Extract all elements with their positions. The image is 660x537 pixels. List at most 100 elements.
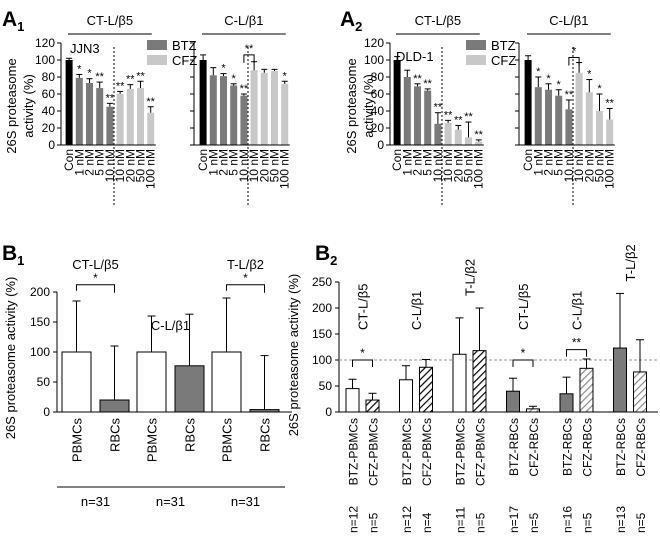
b2-x-tick-label: BTZ-RBCs bbox=[614, 418, 628, 476]
b2-bar-cfz-pbmcs-1 bbox=[365, 399, 380, 413]
b1-y-tick-label: 200 bbox=[30, 285, 50, 299]
b1-n-label: n=31 bbox=[231, 494, 260, 509]
a1-sig-label: ** bbox=[240, 83, 249, 95]
a2-bar-ct-l-5-10-nm bbox=[434, 123, 442, 145]
a1-bar-ct-l-5-con bbox=[65, 60, 73, 145]
a1-bar-c-l-1-5-nm bbox=[230, 85, 238, 145]
a2-y-tick-label: 0 bbox=[377, 138, 384, 152]
a1-y-tick-label: 0 bbox=[48, 138, 55, 152]
b2-n-label: n=5 bbox=[581, 512, 595, 533]
b2-n-label: n=5 bbox=[474, 512, 488, 533]
b2-x-tick-label: BTZ-PBMCs bbox=[347, 418, 361, 485]
a1-bar-c-l-1-1-nm bbox=[209, 75, 217, 145]
b2-ylabel: 26S proteasome activity (%) bbox=[286, 274, 301, 437]
a1-bar-ct-l-5-100-nm bbox=[147, 112, 155, 145]
a1-legend-btz-swatch bbox=[147, 40, 167, 50]
a1-y-tick-label: 60 bbox=[42, 87, 56, 101]
a2-x-tick-label: 50 nM bbox=[593, 149, 607, 182]
a1-x-tick-label: 5 nM bbox=[227, 149, 241, 176]
a1-x-tick-label: 10 nM bbox=[247, 149, 261, 182]
a1-bar-c-l-1-10-nm bbox=[250, 70, 258, 145]
a2-bar-c-l-1-2-nm bbox=[545, 89, 552, 145]
a2-x-tick-label: 1 nM bbox=[400, 149, 414, 176]
b2-n-label: n=16 bbox=[561, 506, 575, 533]
a2-bar-ct-l-5-5-nm bbox=[424, 90, 432, 145]
b2-bracket-label: * bbox=[360, 346, 365, 360]
b2-n-label: n=5 bbox=[367, 512, 381, 533]
a2-bar-ct-l-5-con bbox=[393, 60, 401, 145]
a1-bar-ct-l-5-10-nm bbox=[106, 106, 114, 145]
a1-y-tick-label: 40 bbox=[42, 104, 56, 118]
a1-legend-btz: BTZ bbox=[172, 38, 197, 53]
b1-significance-bracket bbox=[226, 284, 265, 293]
b2-y-tick-label: 250 bbox=[312, 275, 332, 289]
a1-sig-label: ** bbox=[95, 71, 104, 83]
a1-legend-cfz-swatch bbox=[147, 55, 167, 65]
b2-group-title: CT-L/β5 bbox=[356, 284, 371, 331]
a2-legend: BTZ CFZ bbox=[466, 38, 516, 68]
a2-x-tick-label: 10 nM bbox=[572, 149, 586, 182]
a2-sig-label: ** bbox=[444, 109, 453, 121]
b2-bar-btz-pbmcs-4 bbox=[452, 353, 467, 413]
b1-ylabel: 26S proteasome activity (%) bbox=[3, 277, 18, 440]
b2-x-tick-label: CFZ-RBCs bbox=[634, 418, 648, 477]
a2-bar-c-l-1-100-nm bbox=[606, 119, 614, 145]
b2-group-title: C-L/β1 bbox=[570, 291, 585, 330]
b1-y-ticks: 0 50 100 150 200 bbox=[30, 285, 292, 419]
a2-x-tick-label: Con bbox=[521, 149, 535, 171]
a2-bar-c-l-1-con bbox=[524, 60, 532, 145]
a2-legend-cfz: CFZ bbox=[491, 53, 516, 68]
b2-bar-btz-pbmcs-0 bbox=[345, 388, 360, 413]
a2-sig-label: * bbox=[597, 83, 602, 95]
a2-bar-ct-l-5-100-nm bbox=[475, 141, 483, 145]
a1-x-tick-label: 10 nM bbox=[113, 149, 127, 182]
a2-y-tick-label: 100 bbox=[364, 53, 384, 67]
b1-group-title: CT-L/β5 bbox=[72, 257, 119, 272]
a2-bar-ct-l-5-20-nm bbox=[454, 129, 462, 145]
a2-legend-btz: BTZ bbox=[491, 38, 516, 53]
a1-bar-ct-l-5-1-nm bbox=[75, 77, 83, 145]
a2-legend-cfz-swatch bbox=[466, 55, 486, 65]
a1-sig-label: ** bbox=[136, 70, 145, 82]
a1-sig-label: * bbox=[87, 68, 92, 80]
a2-sig-label: ** bbox=[464, 111, 473, 123]
a2-x-tick-label: 20 nM bbox=[451, 149, 465, 182]
b2-bars: BTZ-PBMCs n=12 CFZ-PBMCs n=5 BTZ-PBMCs n=12 CF… bbox=[345, 244, 648, 533]
b1-group-t-l-2: PBMCs RBCs T-L/β2* n=31 bbox=[207, 257, 285, 509]
b1-x-tick-label: RBCs bbox=[108, 418, 123, 452]
panel-a2: A2 26S proteasome activity (%) DLD-1 BTZ… bbox=[340, 8, 617, 205]
b2-y-tick-label: 150 bbox=[312, 327, 332, 341]
a2-y-tick-label: 40 bbox=[371, 104, 385, 118]
b1-bar-ct-l-5-rbcs bbox=[99, 399, 130, 413]
a1-significance-bracket bbox=[243, 54, 255, 63]
b2-significance-bracket bbox=[352, 359, 373, 367]
panel-a1-label: A1 bbox=[2, 8, 24, 34]
b2-x-tick-label: CFZ-RBCs bbox=[527, 418, 541, 477]
b2-bar-btz-rbcs-6 bbox=[506, 390, 520, 413]
panel-b1: B1 26S proteasome activity (%) 0 50 100 150… bbox=[2, 242, 292, 509]
a1-x-tick-label: 1 nM bbox=[206, 149, 220, 176]
a2-bar-c-l-1-10-nm bbox=[575, 72, 583, 145]
a1-x-tick-label: Con bbox=[62, 149, 76, 171]
a1-x-tick-label: 100 nM bbox=[144, 149, 158, 189]
a1-y-tick-label: 120 bbox=[35, 36, 55, 50]
b2-y-tick-label: 50 bbox=[319, 379, 333, 393]
a1-legend: BTZ CFZ bbox=[147, 38, 197, 68]
b1-group-ct-l-5: PBMCs RBCs CT-L/β5* n=31 bbox=[57, 257, 135, 509]
b2-x-tick-label: BTZ-RBCs bbox=[561, 418, 575, 476]
b2-bar-cfz-rbcs-9 bbox=[579, 367, 594, 413]
a2-sig-label: * bbox=[587, 69, 592, 81]
b2-bar-btz-rbcs-8 bbox=[559, 393, 574, 413]
a2-y-ticks: 0 20 40 60 80 100 120 bbox=[364, 36, 391, 152]
a2-sig-label: * bbox=[546, 73, 551, 85]
a1-bar-ct-l-5-10-nm bbox=[116, 94, 124, 145]
b2-n-label: n=11 bbox=[454, 507, 468, 533]
a1-y-tick-label: 80 bbox=[42, 70, 56, 84]
a2-x-tick-label: 100 nM bbox=[472, 149, 486, 189]
a1-x-tick-label: 10 nM bbox=[103, 149, 117, 182]
panel-a1: A1 26S proteasome activity (%) JJN3 BTZ … bbox=[2, 8, 292, 205]
a1-bar-c-l-1-con bbox=[199, 60, 207, 145]
a1-x-tick-label: 20 nM bbox=[257, 149, 271, 182]
a2-y-tick-label: 80 bbox=[371, 70, 385, 84]
